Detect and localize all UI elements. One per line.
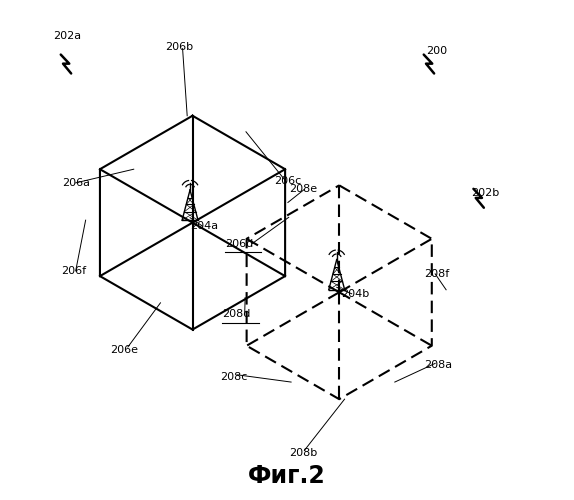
- Text: 206b: 206b: [165, 42, 193, 52]
- Text: 206a: 206a: [62, 178, 90, 188]
- Text: 204a: 204a: [190, 221, 218, 231]
- Text: 208f: 208f: [424, 269, 449, 279]
- Text: 208e: 208e: [289, 184, 317, 194]
- Text: 208c: 208c: [220, 372, 247, 382]
- Text: 206d: 206d: [225, 238, 253, 248]
- Text: 208d: 208d: [222, 308, 251, 318]
- Text: 208a: 208a: [424, 360, 452, 370]
- Text: Фиг.2: Фиг.2: [248, 464, 326, 488]
- Text: 202a: 202a: [53, 31, 82, 41]
- Text: 206c: 206c: [274, 176, 302, 186]
- Text: 204b: 204b: [341, 289, 369, 299]
- Text: 202b: 202b: [471, 188, 499, 198]
- Text: 208b: 208b: [289, 448, 318, 458]
- Text: 206f: 206f: [61, 266, 86, 276]
- Text: 206e: 206e: [110, 346, 138, 356]
- Text: 200: 200: [426, 46, 447, 56]
